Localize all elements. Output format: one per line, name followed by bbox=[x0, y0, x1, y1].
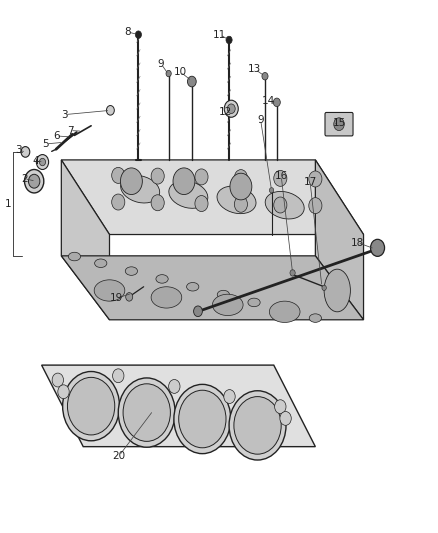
Text: 9: 9 bbox=[158, 59, 165, 69]
Circle shape bbox=[63, 372, 120, 441]
Ellipse shape bbox=[324, 269, 350, 312]
Text: 11: 11 bbox=[213, 30, 226, 39]
Ellipse shape bbox=[248, 298, 260, 306]
Text: 4: 4 bbox=[32, 156, 39, 166]
Circle shape bbox=[151, 195, 164, 211]
Text: 8: 8 bbox=[124, 27, 131, 37]
Text: 6: 6 bbox=[53, 131, 60, 141]
Text: 7: 7 bbox=[67, 126, 74, 135]
Circle shape bbox=[174, 384, 231, 454]
Text: 1: 1 bbox=[4, 199, 11, 208]
Text: 14: 14 bbox=[261, 96, 275, 106]
Circle shape bbox=[120, 168, 142, 195]
FancyBboxPatch shape bbox=[325, 112, 353, 136]
Circle shape bbox=[227, 104, 235, 114]
Ellipse shape bbox=[309, 314, 321, 322]
Circle shape bbox=[262, 72, 268, 80]
Circle shape bbox=[274, 171, 287, 187]
Ellipse shape bbox=[217, 290, 230, 299]
Text: 2: 2 bbox=[21, 174, 28, 183]
Circle shape bbox=[275, 400, 286, 414]
Text: 15: 15 bbox=[333, 118, 346, 127]
Circle shape bbox=[290, 270, 295, 276]
Circle shape bbox=[224, 100, 238, 117]
Text: 3: 3 bbox=[15, 146, 22, 155]
Circle shape bbox=[123, 384, 170, 441]
Circle shape bbox=[151, 168, 164, 184]
Text: 19: 19 bbox=[110, 294, 123, 303]
Circle shape bbox=[21, 147, 30, 157]
Text: 16: 16 bbox=[275, 171, 288, 181]
Circle shape bbox=[234, 169, 247, 185]
Text: 5: 5 bbox=[42, 139, 49, 149]
Text: 3: 3 bbox=[61, 110, 68, 119]
Circle shape bbox=[309, 171, 322, 187]
Circle shape bbox=[106, 106, 114, 115]
Ellipse shape bbox=[269, 301, 300, 322]
Circle shape bbox=[309, 198, 322, 214]
Circle shape bbox=[230, 173, 252, 200]
Circle shape bbox=[269, 188, 274, 193]
Ellipse shape bbox=[212, 294, 243, 316]
Ellipse shape bbox=[279, 306, 291, 314]
Ellipse shape bbox=[151, 287, 182, 308]
Ellipse shape bbox=[187, 282, 199, 291]
Circle shape bbox=[226, 36, 232, 44]
Circle shape bbox=[322, 285, 326, 290]
Circle shape bbox=[280, 411, 291, 425]
Text: 10: 10 bbox=[174, 67, 187, 77]
Ellipse shape bbox=[169, 181, 208, 208]
Ellipse shape bbox=[125, 267, 138, 276]
Circle shape bbox=[273, 98, 280, 107]
Circle shape bbox=[25, 169, 44, 193]
Circle shape bbox=[234, 196, 247, 212]
Circle shape bbox=[112, 167, 125, 183]
Text: 9: 9 bbox=[257, 115, 264, 125]
Circle shape bbox=[194, 306, 202, 317]
Polygon shape bbox=[61, 160, 110, 320]
Text: 12: 12 bbox=[219, 107, 232, 117]
Circle shape bbox=[36, 155, 49, 169]
Circle shape bbox=[112, 194, 125, 210]
Ellipse shape bbox=[95, 259, 107, 268]
Circle shape bbox=[173, 168, 195, 195]
Ellipse shape bbox=[94, 280, 125, 301]
Circle shape bbox=[274, 197, 287, 213]
Ellipse shape bbox=[120, 175, 160, 203]
Circle shape bbox=[67, 377, 115, 435]
Circle shape bbox=[195, 169, 208, 185]
Circle shape bbox=[195, 196, 208, 212]
Circle shape bbox=[39, 158, 46, 166]
Text: 20: 20 bbox=[113, 451, 126, 461]
Ellipse shape bbox=[265, 191, 304, 219]
Polygon shape bbox=[61, 256, 364, 320]
Text: 17: 17 bbox=[304, 177, 317, 187]
Polygon shape bbox=[315, 160, 364, 320]
Circle shape bbox=[371, 239, 385, 256]
Circle shape bbox=[113, 369, 124, 383]
Circle shape bbox=[169, 379, 180, 393]
Polygon shape bbox=[61, 160, 364, 235]
Text: 18: 18 bbox=[351, 238, 364, 247]
Circle shape bbox=[334, 118, 344, 131]
Ellipse shape bbox=[68, 252, 81, 261]
Text: 13: 13 bbox=[248, 64, 261, 74]
Circle shape bbox=[28, 174, 40, 188]
Ellipse shape bbox=[156, 274, 168, 283]
Circle shape bbox=[229, 391, 286, 460]
Circle shape bbox=[179, 390, 226, 448]
Circle shape bbox=[118, 378, 175, 447]
Circle shape bbox=[234, 397, 281, 454]
Circle shape bbox=[166, 70, 171, 77]
Circle shape bbox=[135, 31, 141, 38]
Circle shape bbox=[52, 373, 64, 387]
Circle shape bbox=[126, 293, 133, 301]
Circle shape bbox=[58, 385, 69, 399]
Circle shape bbox=[187, 76, 196, 87]
Circle shape bbox=[224, 390, 235, 403]
Ellipse shape bbox=[217, 186, 256, 214]
Polygon shape bbox=[42, 365, 315, 447]
